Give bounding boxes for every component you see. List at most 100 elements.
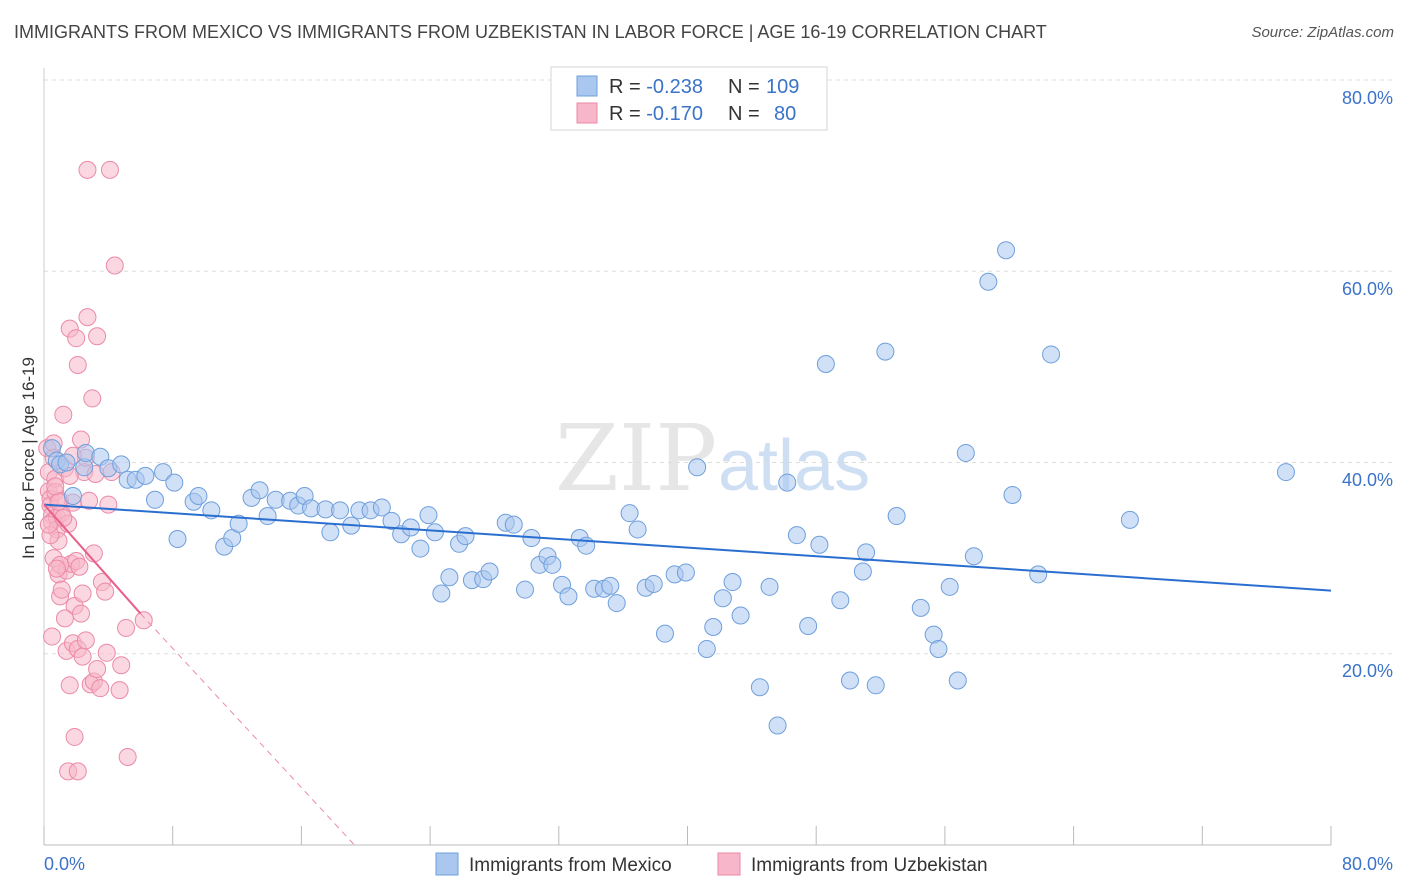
series-swatch-mexico <box>435 852 459 876</box>
mexico-point <box>979 272 998 291</box>
uzbekistan-point <box>43 627 62 646</box>
x-tick-label-max: 80.0% <box>1342 854 1393 874</box>
trend-line-uzbekistan-extension <box>140 613 355 846</box>
mexico-point <box>704 617 723 636</box>
mexico-point <box>516 580 535 599</box>
mexico-point <box>929 639 948 658</box>
mexico-point <box>168 530 187 548</box>
mexico-point <box>456 527 475 546</box>
mexico-point <box>866 676 885 695</box>
uzbekistan-point <box>91 679 110 698</box>
mexico-point <box>750 678 769 697</box>
uzbekistan-point <box>54 405 73 424</box>
mexico-point <box>146 490 165 509</box>
mexico-point <box>607 594 626 613</box>
mexico-point <box>440 568 459 587</box>
mexico-point <box>956 443 975 462</box>
mexico-point <box>760 577 779 596</box>
watermark-zip: ZIP <box>555 405 717 512</box>
legend-n-value-uzbekistan: 80 <box>774 103 796 125</box>
legend-row-uzbekistan: R = -0.170 <box>609 103 703 125</box>
correlation-legend: R = -0.238 N = 109 R = -0.170 N = 80 <box>550 66 828 131</box>
mexico-point <box>655 624 674 643</box>
legend-r-label-mexico: R = <box>609 76 646 98</box>
y-axis-label: In Labor Force | Age 16-19 <box>19 357 38 559</box>
mexico-point <box>57 453 76 472</box>
mexico-point <box>731 606 750 625</box>
mexico-point <box>713 589 732 608</box>
uzbekistan-point <box>60 676 79 695</box>
uzbekistan-point <box>118 748 137 767</box>
mexico-point <box>229 514 248 533</box>
grid-lines <box>44 79 1393 655</box>
uzbekistan-point <box>88 327 107 346</box>
mexico-point <box>948 671 967 690</box>
mexico-point <box>778 473 797 492</box>
mexico-point <box>425 523 444 542</box>
mexico-point <box>165 473 184 492</box>
mexico-point <box>1276 463 1295 482</box>
watermark-atlas: atlas <box>718 426 870 506</box>
series-swatch-uzbekistan <box>717 852 741 876</box>
mexico-point <box>419 506 438 525</box>
mexico-point <box>401 518 420 537</box>
mexico-point <box>1029 565 1048 584</box>
mexico-point <box>559 587 578 606</box>
series-label-mexico: Immigrants from Mexico <box>469 855 672 876</box>
mexico-point <box>480 562 499 581</box>
mexico-point <box>628 520 647 539</box>
uzbekistan-point <box>117 618 136 637</box>
mexico-point <box>504 515 523 534</box>
chart-title: IMMIGRANTS FROM MEXICO VS IMMIGRANTS FRO… <box>14 22 1047 42</box>
uzbekistan-point <box>52 580 71 599</box>
uzbekistan-point <box>68 355 87 374</box>
mexico-point <box>620 504 639 523</box>
uzbekistan-point <box>97 643 116 662</box>
legend-swatch-mexico <box>576 75 598 97</box>
legend-r-value-uzbekistan: -0.170 <box>646 103 703 125</box>
mexico-point <box>372 498 391 517</box>
mexico-point <box>1120 510 1139 529</box>
mexico-point <box>189 486 208 505</box>
legend-n-mexico: N = 109 <box>728 76 799 98</box>
mexico-point <box>321 523 340 542</box>
trend-line-uzbekistan <box>43 503 142 615</box>
mexico-point <box>258 507 277 526</box>
uzbekistan-point <box>78 308 97 327</box>
mexico-point <box>723 573 742 592</box>
mexico-point <box>816 355 835 374</box>
mexico-point <box>997 241 1016 260</box>
mexico-point <box>601 576 620 595</box>
uzbekistan-point <box>99 495 118 514</box>
uzbekistan-point <box>68 762 87 781</box>
mexico-point <box>250 481 269 500</box>
mexico-point <box>63 486 82 505</box>
trend-line-mexico <box>43 503 1332 592</box>
uzbekistan-point <box>70 557 89 576</box>
mexico-point <box>876 342 895 361</box>
uzbekistan-point <box>134 611 153 630</box>
uzbekistan-point <box>65 727 84 746</box>
mexico-point <box>382 511 401 530</box>
uzbekistan-point <box>78 160 97 179</box>
y-tick-label-60: 60.0% <box>1342 279 1393 299</box>
mexico-point <box>768 716 787 735</box>
mexico-point <box>911 598 930 617</box>
uzbekistan-point <box>105 256 124 275</box>
legend-n-value-mexico: 109 <box>766 76 799 98</box>
uzbekistan-point <box>67 329 86 348</box>
mexico-point <box>799 617 818 636</box>
mexico-points <box>43 241 1295 735</box>
mexico-point <box>840 671 859 690</box>
mexico-point <box>887 507 906 526</box>
uzbekistan-point <box>46 477 65 496</box>
y-tick-label-40: 40.0% <box>1342 470 1393 490</box>
legend-swatch-uzbekistan <box>576 102 598 124</box>
legend-row-mexico: R = -0.238 <box>609 76 703 98</box>
uzbekistan-point <box>100 160 119 179</box>
uzbekistan-point <box>47 559 66 578</box>
source-label: Source: ZipAtlas.com <box>1251 24 1394 41</box>
mexico-point <box>857 543 876 562</box>
uzbekistan-point <box>88 660 107 679</box>
